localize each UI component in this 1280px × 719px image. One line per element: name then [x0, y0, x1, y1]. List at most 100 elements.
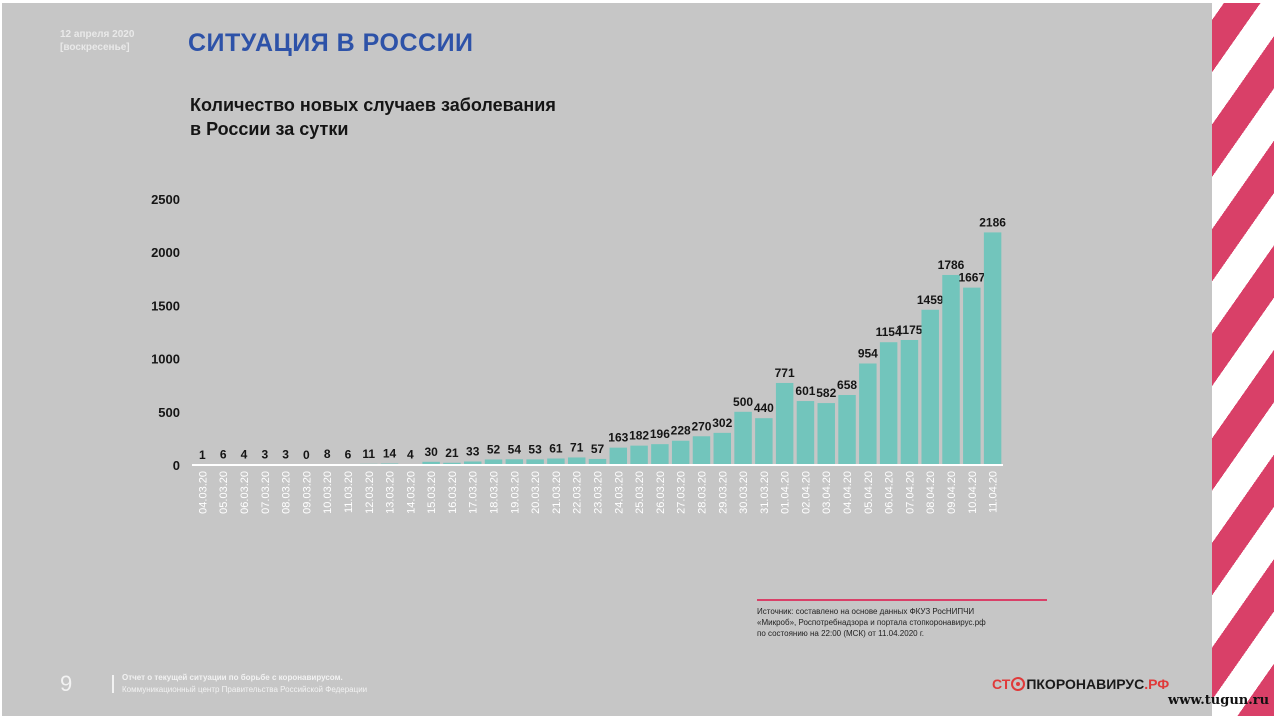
x-tick-label: 17.03.20: [468, 471, 480, 514]
data-label: 500: [733, 395, 753, 409]
data-label: 1786: [938, 258, 965, 272]
chart-title: Количество новых случаев заболевания в Р…: [190, 93, 556, 141]
stopcoronavirus-logo: СТ ПКОРОНАВИРУС .РФ: [992, 676, 1169, 692]
x-tick-label: 24.03.20: [613, 471, 625, 514]
data-label: 196: [650, 427, 670, 441]
x-tick-label: 03.04.20: [821, 471, 833, 514]
page-number: 9: [60, 671, 73, 696]
data-label: 6: [220, 447, 227, 461]
data-label: 582: [816, 386, 836, 400]
bar: [921, 309, 939, 465]
bar: [963, 287, 981, 465]
bar: [609, 447, 628, 465]
source-line-2: «Микроб», Роспотребнадзора и портала сто…: [757, 618, 986, 627]
bar: [879, 342, 898, 465]
data-label: 3: [261, 448, 268, 462]
data-label: 57: [591, 442, 605, 456]
data-label: 14: [383, 447, 397, 461]
data-label: 6: [345, 447, 352, 461]
data-label: 11: [362, 447, 375, 461]
page-title: СИТУАЦИЯ В РОССИИ: [188, 29, 474, 57]
x-tick-label: 18.03.20: [489, 471, 501, 514]
source-line-1: Источник: составлено на основе данных ФК…: [757, 607, 975, 616]
x-tick-label: 06.03.20: [239, 471, 251, 514]
bar: [505, 459, 524, 465]
bar: [651, 444, 669, 465]
bar: [859, 363, 877, 465]
x-tick-label: 09.03.20: [301, 471, 313, 514]
x-tick-label: 30.03.20: [738, 471, 750, 514]
data-label: 440: [754, 401, 774, 415]
bar: [526, 459, 544, 465]
bar-chart: 05001000150020002500104.03.20605.03.2040…: [151, 192, 1006, 514]
bar: [463, 461, 482, 465]
x-tick-label: 08.03.20: [281, 471, 293, 514]
footer-text: Отчет о текущей ситуации по борьбе с кор…: [122, 672, 367, 696]
data-label: 3: [282, 448, 289, 462]
bar: [838, 394, 856, 465]
data-label: 4: [407, 448, 414, 462]
data-label: 61: [549, 442, 563, 456]
x-tick-label: 07.04.20: [904, 471, 916, 514]
logo-part-1: СТ: [992, 676, 1011, 692]
x-tick-label: 25.03.20: [634, 471, 646, 514]
x-tick-label: 11.03.20: [343, 471, 355, 513]
data-label: 21: [445, 446, 459, 460]
bar: [422, 461, 440, 465]
data-label: 4: [241, 448, 248, 462]
data-label: 1459: [917, 293, 944, 307]
bar: [692, 436, 711, 465]
data-label: 0: [303, 448, 310, 462]
source-line-3: по состоянию на 22:00 (МСК) от 11.04.202…: [757, 629, 924, 638]
bar: [775, 382, 794, 465]
bar: [630, 445, 648, 465]
source-note: Источник: составлено на основе данных ФК…: [757, 606, 1057, 639]
data-label: 33: [466, 444, 480, 458]
bar: [713, 432, 732, 465]
data-label: 658: [837, 378, 857, 392]
x-tick-label: 22.03.20: [572, 471, 584, 514]
x-tick-label: 12.03.20: [364, 471, 376, 514]
footer-divider: [112, 675, 114, 693]
data-label: 182: [629, 429, 649, 443]
x-tick-label: 11.04.20: [988, 471, 1000, 513]
x-tick-label: 13.03.20: [385, 471, 397, 514]
x-tick-label: 19.03.20: [509, 471, 521, 514]
virus-icon: [1011, 677, 1026, 691]
data-label: 71: [570, 440, 584, 454]
data-label: 954: [858, 346, 878, 360]
bar: [671, 440, 690, 465]
logo-part-2: ПКОРОНАВИРУС: [1026, 676, 1145, 692]
x-tick-label: 05.04.20: [863, 471, 875, 514]
logo-part-3: .РФ: [1144, 676, 1170, 692]
watermark: www.tugun.ru: [1168, 693, 1270, 708]
bar: [588, 458, 607, 465]
x-tick-label: 10.04.20: [967, 471, 979, 514]
bar: [817, 403, 835, 465]
x-tick-label: 23.03.20: [593, 471, 605, 514]
bar: [942, 274, 960, 465]
x-tick-label: 21.03.20: [551, 471, 563, 514]
data-label: 54: [508, 442, 522, 456]
data-label: 601: [795, 384, 815, 398]
y-tick-label: 2500: [151, 192, 180, 207]
data-label: 30: [424, 445, 438, 459]
bar: [547, 458, 565, 465]
x-tick-label: 05.03.20: [218, 471, 230, 514]
x-tick-label: 02.04.20: [800, 471, 812, 514]
y-tick-label: 500: [158, 405, 180, 420]
x-tick-label: 31.03.20: [759, 471, 771, 514]
x-tick-label: 27.03.20: [676, 471, 688, 514]
data-label: 228: [671, 424, 691, 438]
y-tick-label: 1000: [151, 352, 180, 367]
data-label: 53: [528, 442, 542, 456]
x-tick-label: 01.04.20: [780, 471, 792, 514]
x-tick-label: 04.04.20: [842, 471, 854, 514]
bar: [734, 411, 752, 465]
footer-line-2: Коммуникационный центр Правительства Рос…: [122, 685, 368, 694]
data-label: 771: [775, 366, 795, 380]
slide: 12 апреля 2020 [воскресенье] СИТУАЦИЯ В …: [2, 3, 1274, 716]
date-block: 12 апреля 2020 [воскресенье]: [60, 28, 134, 54]
x-tick-label: 04.03.20: [197, 471, 209, 514]
x-tick-label: 16.03.20: [447, 471, 459, 514]
